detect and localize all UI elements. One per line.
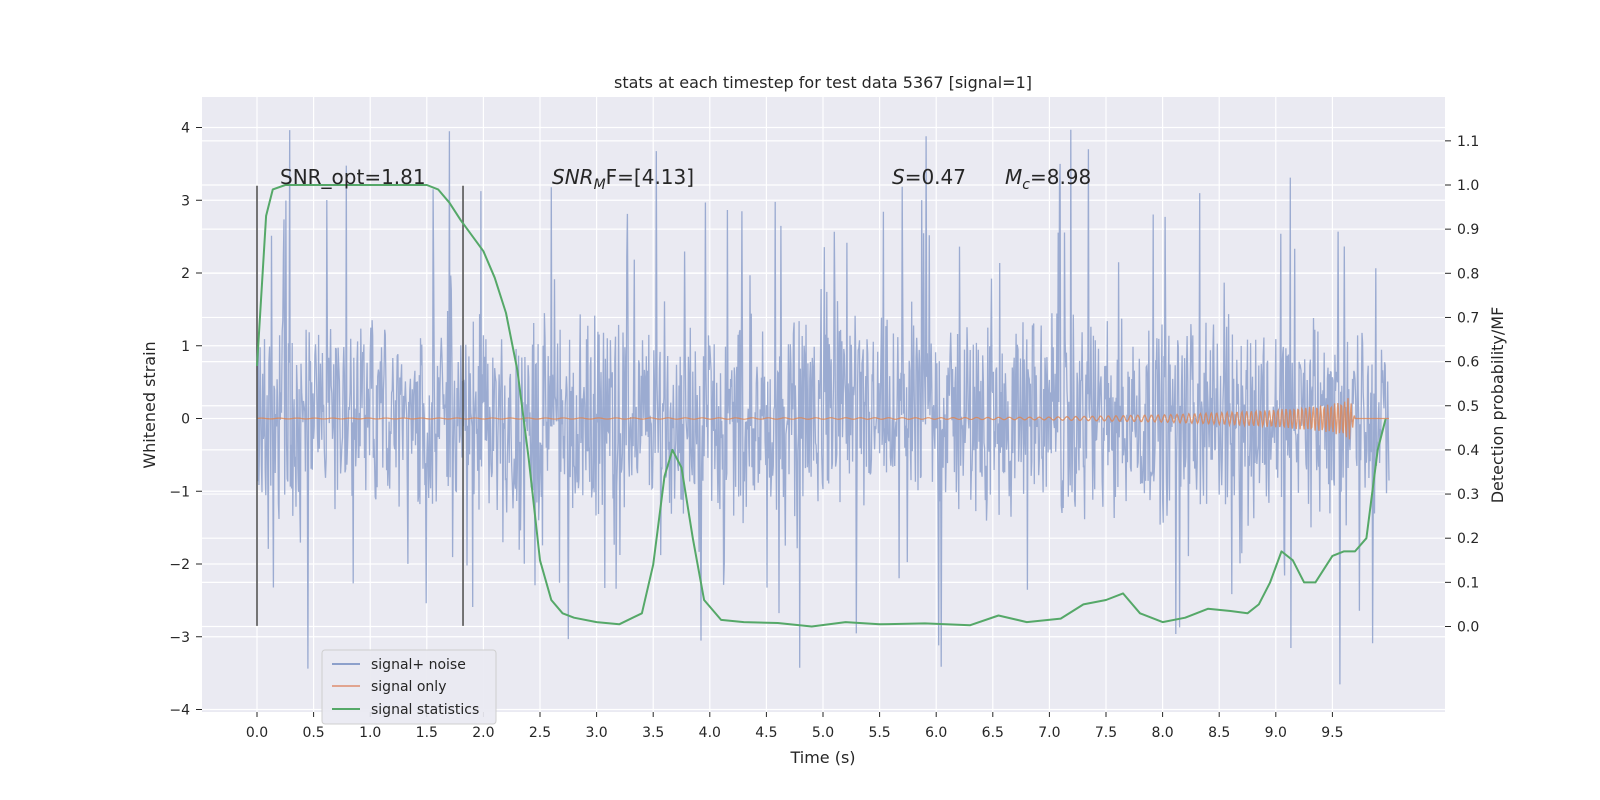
x-tick-label: 8.5 xyxy=(1208,725,1230,741)
y-left-tick-label: −3 xyxy=(169,630,190,646)
mc-subscript: c xyxy=(1022,177,1030,193)
s-symbol: S xyxy=(892,165,905,189)
x-axis-label: Time (s) xyxy=(789,748,855,767)
legend-label-signal-statistics: signal statistics xyxy=(371,702,479,718)
y-right-tick-label: 0.7 xyxy=(1457,310,1479,326)
y-right-tick-label: 0.4 xyxy=(1457,443,1479,459)
y-left-tick-label: −4 xyxy=(169,703,190,719)
y-right-tick-label: 0.0 xyxy=(1457,620,1479,636)
y-left-tick-label: −1 xyxy=(169,484,190,500)
x-tick-label: 6.0 xyxy=(925,725,947,741)
x-tick-label: 5.0 xyxy=(812,725,834,741)
x-tick-label: 1.5 xyxy=(416,725,438,741)
grid-lines xyxy=(202,97,1445,712)
x-tick-label: 6.5 xyxy=(982,725,1004,741)
x-tick-label: 3.0 xyxy=(585,725,607,741)
legend-box xyxy=(321,649,497,725)
y-left-tick-label: 1 xyxy=(181,339,190,355)
signal-noise-series xyxy=(256,129,1390,685)
y-left-tick-label: 4 xyxy=(181,121,190,137)
x-tick-label: 7.0 xyxy=(1038,725,1060,741)
x-tick-label: 0.0 xyxy=(246,725,268,741)
signal-only-line xyxy=(256,398,1389,440)
x-tick-label: 8.0 xyxy=(1151,725,1173,741)
x-tick-label: 9.0 xyxy=(1265,725,1287,741)
x-tick-label: 0.5 xyxy=(302,725,324,741)
annotation-snr-mf: SNRMF=[4.13] xyxy=(552,165,694,193)
annotation-snr-opt: SNR_opt=1.81 xyxy=(280,165,426,189)
signal-statistics-line xyxy=(256,184,1387,628)
annotation-mc: Mc=8.98 xyxy=(1005,165,1091,193)
y-right-tick-label: 0.8 xyxy=(1457,266,1479,282)
y-right-tick-label: 0.5 xyxy=(1457,399,1479,415)
x-tick-label: 2.5 xyxy=(529,725,551,741)
signal-only-series xyxy=(256,398,1389,440)
x-tick-label: 2.0 xyxy=(472,725,494,741)
y-right-tick-label: 0.9 xyxy=(1457,222,1479,238)
noise-line xyxy=(256,129,1390,685)
y-right-tick-label: 1.1 xyxy=(1457,134,1479,150)
annotation-s: S=0.47 xyxy=(892,165,966,189)
y-right-tick-label: 0.2 xyxy=(1457,531,1479,547)
y-right-tick-label: 1.0 xyxy=(1457,178,1479,194)
s-value: =0.47 xyxy=(905,165,966,189)
vertical-markers xyxy=(256,185,464,626)
y-left-tick-label: 2 xyxy=(181,266,190,282)
chart-title: stats at each timestep for test data 536… xyxy=(614,73,1032,92)
x-tick-label: 9.5 xyxy=(1321,725,1343,741)
legend-label-signal-only: signal only xyxy=(371,679,446,695)
x-tick-label: 7.5 xyxy=(1095,725,1117,741)
y-left-tick-label: 3 xyxy=(181,193,190,209)
mc-symbol: M xyxy=(1005,165,1022,189)
x-axis-ticks: 0.0 0.5 1.0 1.5 2.0 2.5 3.0 3.5 4.0 4.5 5.0 5.5 6.0 6… xyxy=(246,712,1344,741)
snr-mf-value: F=[4.13] xyxy=(606,165,694,189)
y-left-tick-label: 0 xyxy=(181,412,190,428)
y-axis-right-ticks: 1.1 1.0 0.9 0.8 0.7 0.6 0.5 0.4 0.3 0.2 0.1 0.0 xyxy=(1445,134,1479,636)
y-right-tick-label: 0.6 xyxy=(1457,355,1479,371)
signal-statistics-series xyxy=(256,184,1387,628)
snr-mf-subscript: M xyxy=(594,177,606,193)
x-tick-label: 1.0 xyxy=(359,725,381,741)
x-tick-label: 4.5 xyxy=(755,725,777,741)
y-axis-left-ticks: 4 3 2 1 0 −1 −2 −3 −4 xyxy=(169,121,202,719)
y-axis-left-label: Whitened strain xyxy=(140,341,159,468)
y-right-tick-label: 0.1 xyxy=(1457,575,1479,591)
mc-value: =8.98 xyxy=(1030,165,1091,189)
y-right-tick-label: 0.3 xyxy=(1457,487,1479,503)
x-tick-label: 3.5 xyxy=(642,725,664,741)
snr-mf-symbol: SNR xyxy=(552,165,594,189)
x-tick-label: 4.0 xyxy=(699,725,721,741)
y-axis-right-label: Detection probability/MF xyxy=(1488,307,1507,504)
legend-label-signal-noise: signal+ noise xyxy=(371,657,466,673)
y-left-tick-label: −2 xyxy=(169,557,190,573)
x-tick-label: 5.5 xyxy=(868,725,890,741)
legend: signal+ noise signal only signal statist… xyxy=(321,649,497,725)
